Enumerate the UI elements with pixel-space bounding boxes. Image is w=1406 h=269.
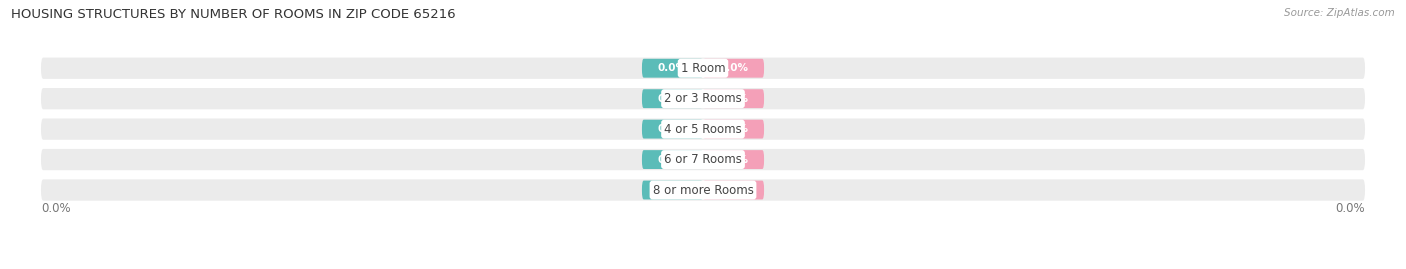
Text: 4 or 5 Rooms: 4 or 5 Rooms [664, 123, 742, 136]
Text: 2 or 3 Rooms: 2 or 3 Rooms [664, 92, 742, 105]
FancyBboxPatch shape [643, 180, 703, 200]
FancyBboxPatch shape [703, 59, 763, 78]
Text: 0.0%: 0.0% [718, 155, 748, 165]
Text: 8 or more Rooms: 8 or more Rooms [652, 183, 754, 197]
Text: 0.0%: 0.0% [658, 94, 688, 104]
Legend: Owner-occupied, Renter-occupied: Owner-occupied, Renter-occupied [575, 266, 831, 269]
FancyBboxPatch shape [643, 59, 703, 78]
Text: 0.0%: 0.0% [718, 63, 748, 73]
Text: 0.0%: 0.0% [658, 63, 688, 73]
Text: 6 or 7 Rooms: 6 or 7 Rooms [664, 153, 742, 166]
Text: 0.0%: 0.0% [718, 94, 748, 104]
FancyBboxPatch shape [41, 118, 1365, 140]
Text: Source: ZipAtlas.com: Source: ZipAtlas.com [1284, 8, 1395, 18]
FancyBboxPatch shape [41, 179, 1365, 201]
FancyBboxPatch shape [41, 149, 1365, 170]
Text: 0.0%: 0.0% [658, 124, 688, 134]
FancyBboxPatch shape [643, 89, 703, 108]
FancyBboxPatch shape [41, 88, 1365, 109]
FancyBboxPatch shape [643, 150, 703, 169]
Text: 0.0%: 0.0% [41, 202, 70, 215]
Text: 0.0%: 0.0% [1336, 202, 1365, 215]
FancyBboxPatch shape [703, 180, 763, 200]
FancyBboxPatch shape [643, 120, 703, 139]
FancyBboxPatch shape [703, 89, 763, 108]
Text: 0.0%: 0.0% [658, 185, 688, 195]
Text: 1 Room: 1 Room [681, 62, 725, 75]
Text: HOUSING STRUCTURES BY NUMBER OF ROOMS IN ZIP CODE 65216: HOUSING STRUCTURES BY NUMBER OF ROOMS IN… [11, 8, 456, 21]
FancyBboxPatch shape [703, 120, 763, 139]
Text: 0.0%: 0.0% [658, 155, 688, 165]
FancyBboxPatch shape [703, 150, 763, 169]
FancyBboxPatch shape [41, 58, 1365, 79]
Text: 0.0%: 0.0% [718, 124, 748, 134]
Text: 0.0%: 0.0% [718, 185, 748, 195]
